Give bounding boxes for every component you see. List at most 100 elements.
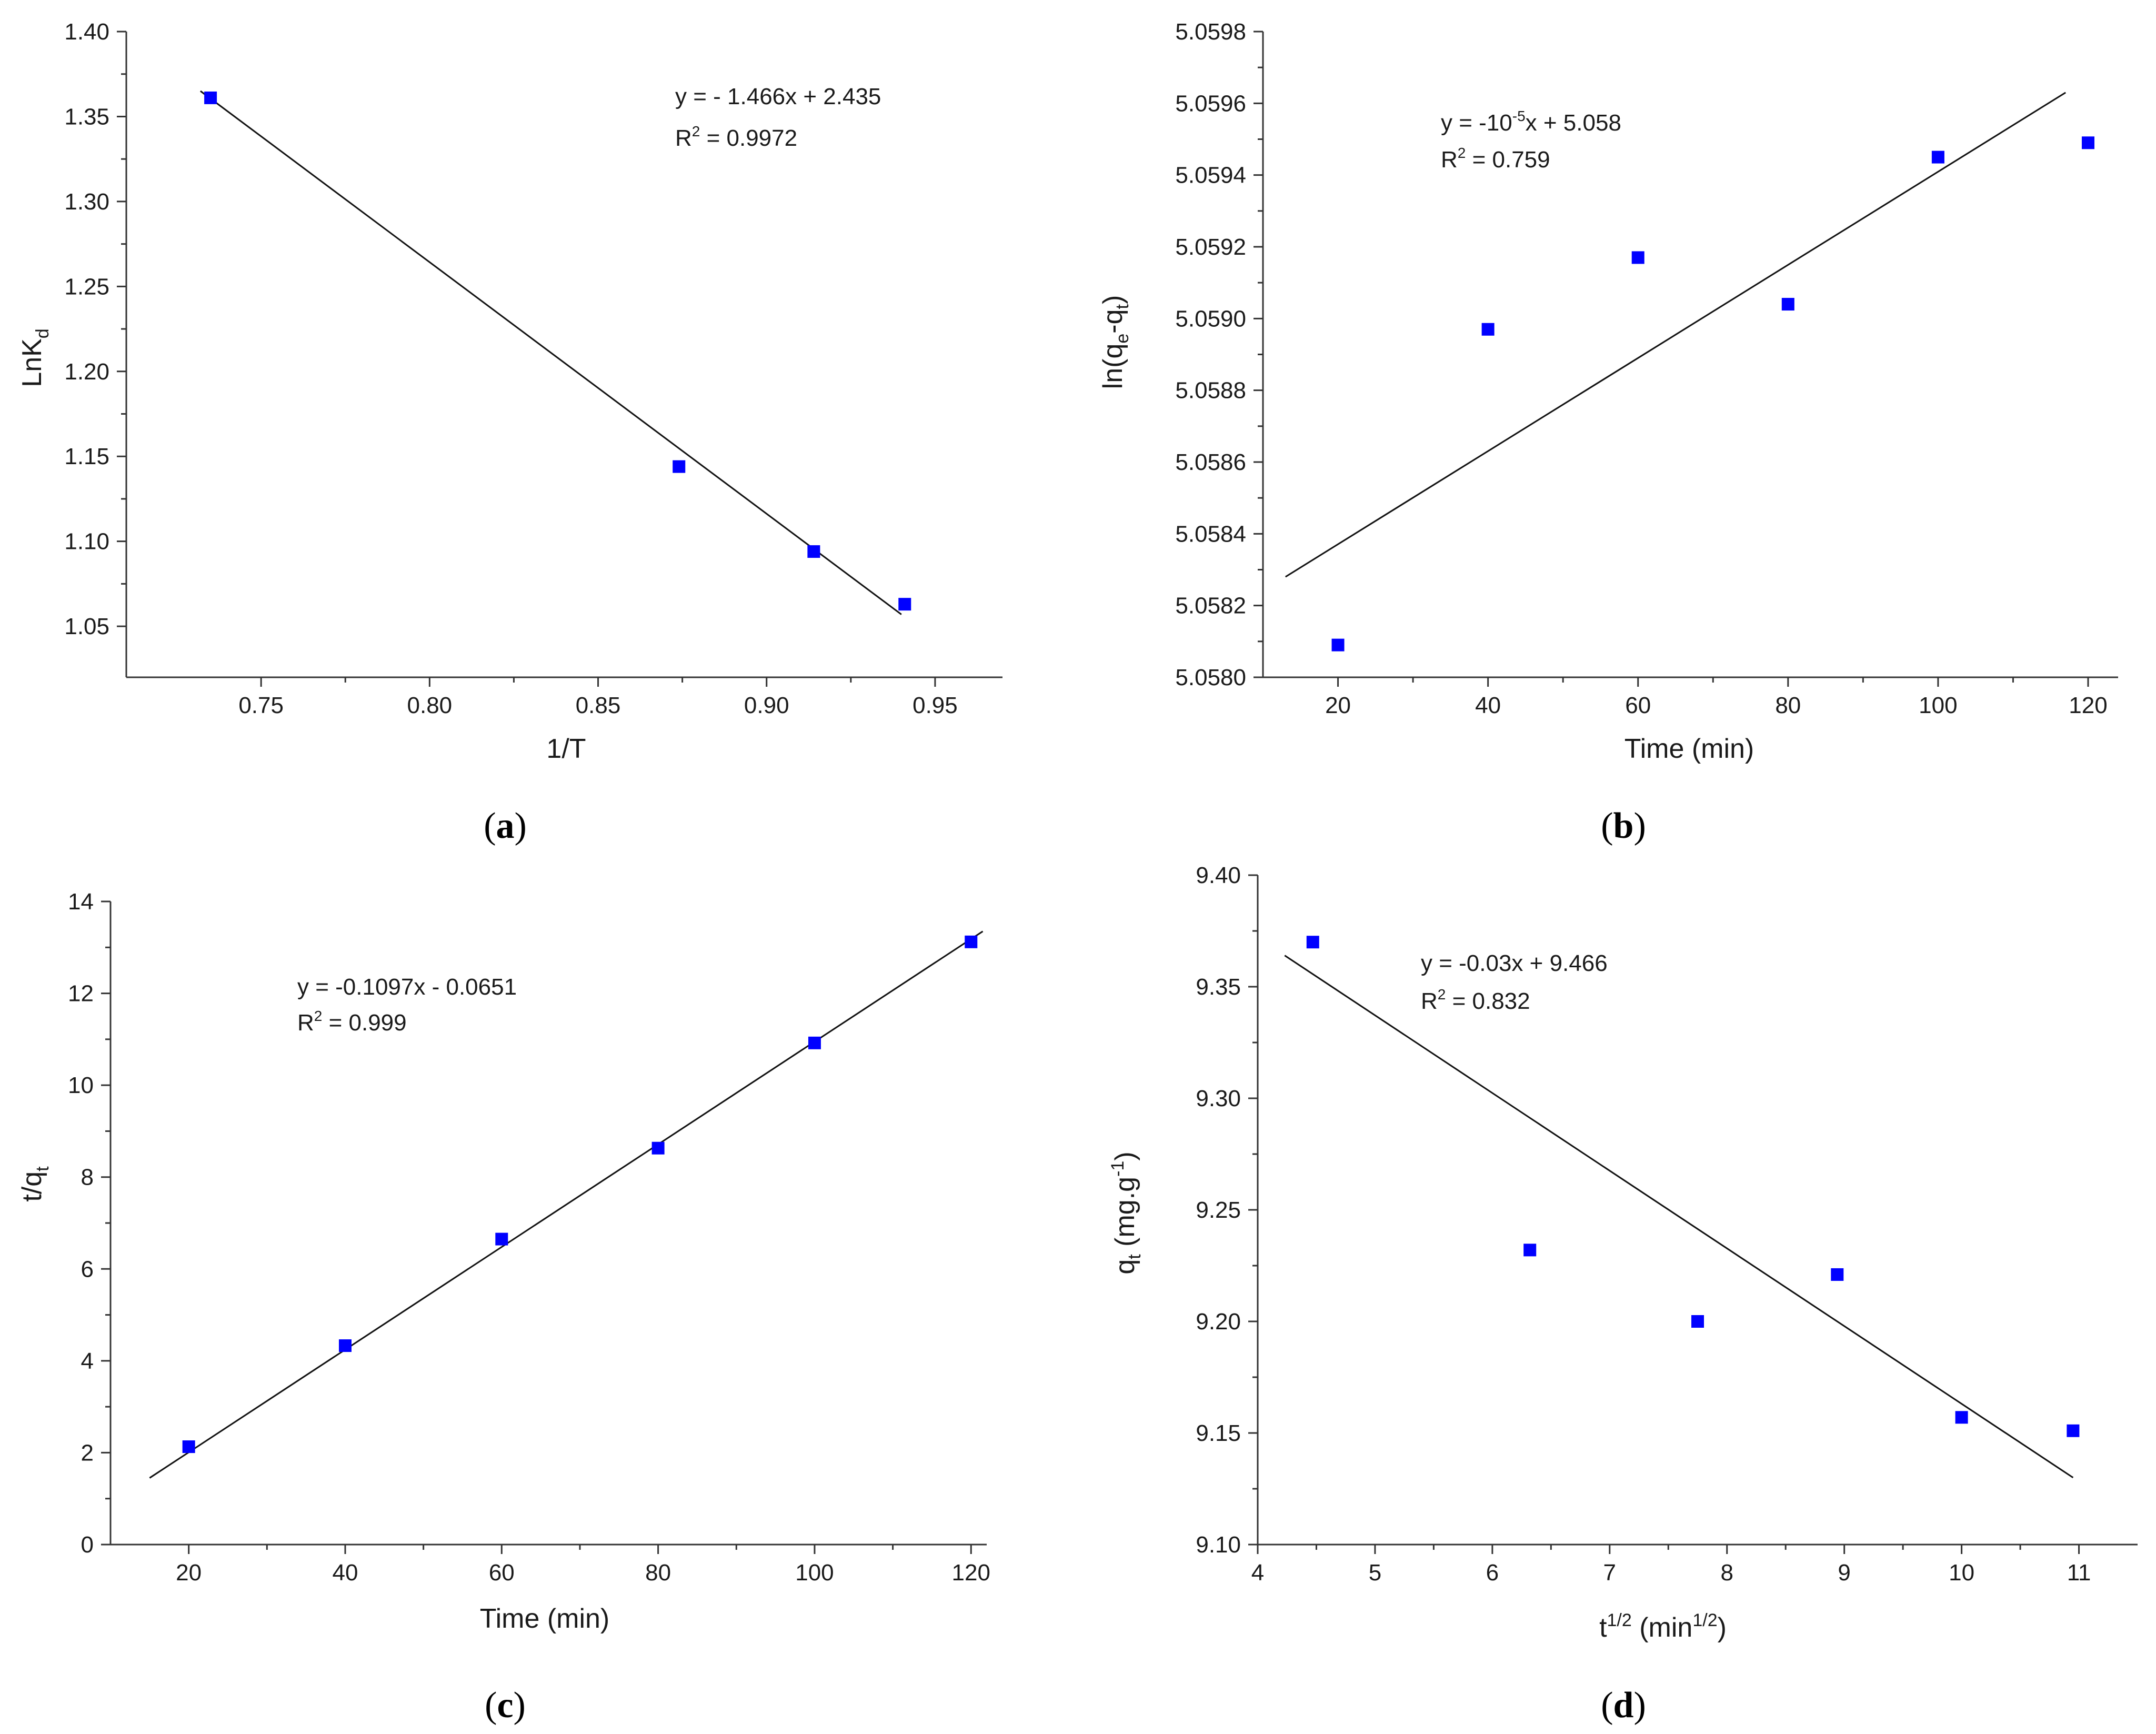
chart-b-y-tick-label: 5.0598 bbox=[1175, 19, 1246, 45]
chart-d-x-tick-label: 7 bbox=[1603, 1560, 1616, 1586]
chart-c-panel-label: (c) bbox=[485, 1685, 526, 1726]
chart-a-axes: 0.75 0.80 0.85 0.90 0.95 1.05 1.10 1.15 1.20 1.25… bbox=[64, 19, 1002, 718]
chart-panel-c: 20 40 60 80 100 120 0 2 4 6 8 10 12 14 y = -0.1097x -… bbox=[17, 889, 990, 1726]
chart-d-y-tick-label: 9.15 bbox=[1196, 1420, 1241, 1446]
chart-c-y-tick-label: 12 bbox=[68, 981, 94, 1007]
chart-b-r-squared: R2 = 0.759 bbox=[1441, 145, 1550, 173]
chart-c-x-tick-label: 40 bbox=[333, 1560, 358, 1586]
chart-a-data-point bbox=[807, 545, 820, 558]
chart-c-x-tick-label: 120 bbox=[952, 1560, 990, 1586]
chart-a-r-squared: R2 = 0.9972 bbox=[675, 123, 797, 151]
chart-c-data-point bbox=[651, 1141, 665, 1155]
chart-c-y-tick-label: 8 bbox=[81, 1165, 94, 1190]
chart-d-x-tick-label: 6 bbox=[1486, 1560, 1499, 1586]
chart-a-x-tick-label: 0.95 bbox=[912, 693, 958, 718]
chart-b-data-point bbox=[1481, 323, 1495, 336]
chart-d-y-axis-label: qt (mg.g-1) bbox=[1108, 1151, 1145, 1274]
chart-b-fit-line bbox=[1285, 92, 2067, 578]
chart-b-x-tick-label: 20 bbox=[1325, 693, 1351, 718]
chart-panel-a: 0.75 0.80 0.85 0.90 0.95 1.05 1.10 1.15 1.20 1.25… bbox=[17, 19, 1002, 846]
chart-a-x-tick-label: 0.85 bbox=[576, 693, 621, 718]
chart-d-y-tick-label: 9.35 bbox=[1196, 974, 1241, 1000]
chart-a-x-tick-label: 0.90 bbox=[744, 693, 789, 718]
chart-d-data-point bbox=[1523, 1244, 1537, 1257]
chart-c-data-point bbox=[808, 1036, 821, 1049]
chart-c-data-point bbox=[338, 1339, 352, 1352]
chart-b-x-axis-label: Time (min) bbox=[1624, 734, 1754, 764]
chart-b-y-tick-label: 5.0592 bbox=[1175, 234, 1246, 260]
chart-d-data-point bbox=[1955, 1411, 1968, 1424]
chart-b-x-tick-label: 40 bbox=[1475, 693, 1501, 718]
chart-d-fit-line bbox=[1284, 955, 2074, 1479]
chart-c-x-axis-label: Time (min) bbox=[480, 1603, 610, 1634]
chart-c-r-squared: R2 = 0.999 bbox=[297, 1008, 407, 1036]
chart-d-y-tick-label: 9.25 bbox=[1196, 1197, 1241, 1223]
chart-d-x-axis-label: t1/2 (min1/2) bbox=[1599, 1610, 1727, 1643]
chart-c-y-axis-label: t/qt bbox=[17, 1166, 53, 1202]
chart-d-x-tick-label: 9 bbox=[1838, 1560, 1850, 1586]
chart-d-axes: 4 5 6 7 8 9 10 11 9.10 9.15 9.20 9.25 9.30 9.35 9.40 bbox=[1196, 863, 2138, 1586]
chart-c-axes: 20 40 60 80 100 120 0 2 4 6 8 10 12 14 bbox=[68, 889, 990, 1586]
chart-d-y-tick-label: 9.40 bbox=[1196, 863, 1241, 888]
chart-c-x-tick-label: 80 bbox=[645, 1560, 671, 1586]
chart-c-data-point bbox=[182, 1440, 195, 1454]
chart-d-x-tick-label: 5 bbox=[1369, 1560, 1381, 1586]
chart-b-y-tick-label: 5.0580 bbox=[1175, 665, 1246, 690]
chart-panel-b: 20 40 60 80 100 120 5.0580 5.0582 5.0584 5.0586 5.… bbox=[1098, 19, 2118, 846]
chart-d-x-tick-label: 4 bbox=[1251, 1560, 1264, 1586]
chart-b-y-tick-label: 5.0590 bbox=[1175, 306, 1246, 332]
chart-b-axes: 20 40 60 80 100 120 5.0580 5.0582 5.0584 5.0586 5.… bbox=[1175, 19, 2118, 718]
chart-a-data-point bbox=[898, 598, 911, 611]
chart-c-y-tick-label: 0 bbox=[81, 1532, 94, 1558]
chart-a-y-tick-label: 1.10 bbox=[64, 529, 109, 555]
chart-c-points bbox=[182, 935, 978, 1454]
chart-a-equation: y = - 1.466x + 2.435 bbox=[675, 84, 881, 109]
chart-c-y-tick-label: 14 bbox=[68, 889, 94, 915]
chart-b-x-tick-label: 60 bbox=[1625, 693, 1651, 718]
chart-a-x-tick-label: 0.80 bbox=[407, 693, 453, 718]
chart-b-y-tick-label: 5.0582 bbox=[1175, 593, 1246, 619]
chart-b-y-tick-label: 5.0586 bbox=[1175, 449, 1246, 475]
chart-d-y-tick-label: 9.20 bbox=[1196, 1309, 1241, 1335]
chart-a-y-tick-label: 1.35 bbox=[64, 104, 109, 129]
chart-b-x-tick-label: 80 bbox=[1775, 693, 1801, 718]
chart-b-data-point bbox=[1931, 151, 1944, 164]
chart-a-panel-label: (a) bbox=[484, 806, 527, 846]
chart-a-y-tick-label: 1.20 bbox=[64, 359, 109, 385]
chart-b-y-tick-label: 5.0594 bbox=[1175, 163, 1246, 188]
chart-c-data-point bbox=[495, 1232, 508, 1246]
chart-c-y-tick-label: 2 bbox=[81, 1440, 94, 1466]
chart-d-panel-label: (d) bbox=[1601, 1685, 1646, 1726]
chart-d-data-point bbox=[1831, 1268, 1844, 1281]
chart-c-y-tick-label: 10 bbox=[68, 1073, 94, 1098]
chart-b-data-point bbox=[1331, 638, 1345, 651]
chart-c-x-tick-label: 100 bbox=[795, 1560, 834, 1586]
chart-b-panel-label: (b) bbox=[1601, 806, 1646, 846]
chart-a-data-point bbox=[204, 91, 217, 104]
chart-a-points bbox=[204, 91, 911, 611]
chart-a-y-tick-label: 1.25 bbox=[64, 274, 109, 299]
chart-c-y-tick-label: 6 bbox=[81, 1256, 94, 1282]
chart-b-x-tick-label: 120 bbox=[2069, 693, 2107, 718]
chart-c-equation: y = -0.1097x - 0.0651 bbox=[297, 974, 517, 1000]
chart-d-x-tick-label: 10 bbox=[1949, 1560, 1974, 1586]
chart-b-points bbox=[1331, 136, 2094, 651]
chart-d-points bbox=[1306, 936, 2080, 1437]
chart-c-data-point bbox=[965, 935, 978, 948]
chart-b-data-point bbox=[1781, 298, 1794, 311]
chart-b-x-tick-label: 100 bbox=[1919, 693, 1957, 718]
chart-c-x-tick-label: 60 bbox=[489, 1560, 515, 1586]
chart-a-fit-line bbox=[199, 90, 902, 615]
chart-b-data-point bbox=[1631, 251, 1644, 264]
chart-d-x-tick-label: 8 bbox=[1720, 1560, 1733, 1586]
chart-d-x-tick-label: 11 bbox=[2067, 1560, 2091, 1586]
chart-d-y-tick-label: 9.10 bbox=[1196, 1532, 1241, 1558]
chart-b-equation: y = -10-5x + 5.058 bbox=[1441, 108, 1621, 136]
chart-b-data-point bbox=[2081, 136, 2094, 149]
chart-b-y-tick-label: 5.0588 bbox=[1175, 378, 1246, 404]
chart-d-equation: y = -0.03x + 9.466 bbox=[1421, 950, 1608, 976]
chart-d-data-point bbox=[2067, 1424, 2080, 1437]
chart-b-y-tick-label: 5.0596 bbox=[1175, 91, 1246, 116]
chart-a-y-tick-label: 1.15 bbox=[64, 444, 109, 469]
